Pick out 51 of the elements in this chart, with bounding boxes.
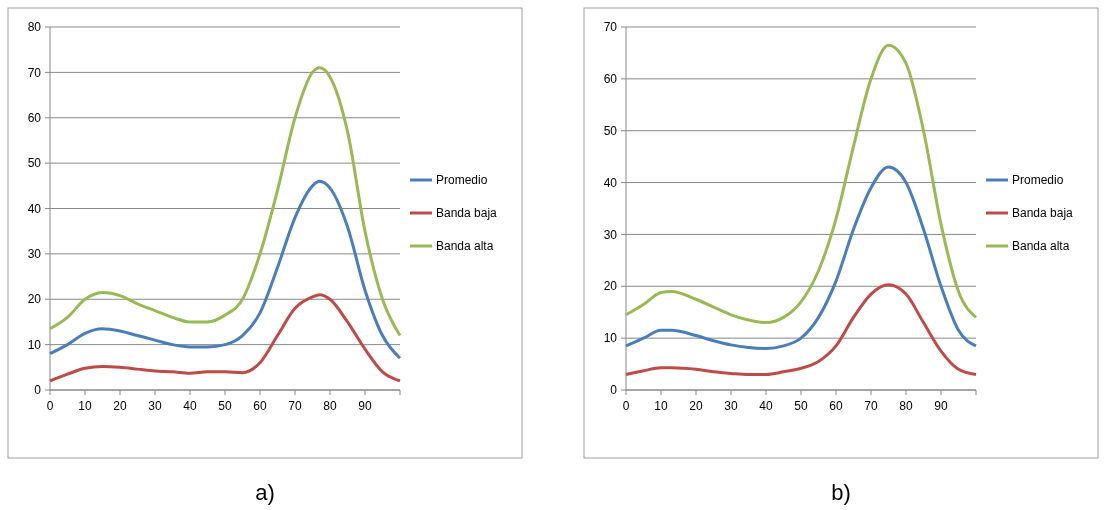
x-tick-label: 80: [899, 399, 913, 413]
x-tick-label: 70: [864, 399, 878, 413]
x-tick-label: 20: [689, 399, 703, 413]
x-tick-label: 80: [323, 399, 337, 413]
text: b): [831, 480, 851, 505]
y-tick-label: 20: [603, 279, 618, 294]
x-tick-label: 30: [148, 399, 162, 413]
y-tick-label: 70: [27, 65, 42, 80]
x-tick-label: 10: [78, 399, 92, 413]
y-tick-label: 70: [603, 20, 618, 35]
y-tick-label: 10: [603, 331, 618, 346]
y-tick-label: 60: [603, 72, 618, 87]
line-series: [624, 165, 978, 351]
x-tick-label: 40: [759, 399, 773, 413]
x-tick-label: 90: [358, 399, 372, 413]
line-series: [48, 293, 402, 383]
x-tick-label: 0: [622, 399, 630, 413]
legend-label: Promedio: [1012, 173, 1064, 188]
y-tick-label: 30: [27, 247, 42, 262]
y-tick-label: 10: [27, 337, 42, 352]
line-series: [48, 179, 402, 360]
x-tick-label: 70: [288, 399, 302, 413]
y-tick-label: 20: [27, 292, 42, 307]
y-tick-label: 0: [610, 383, 618, 398]
y-tick-label: 80: [27, 20, 42, 35]
y-tick-label: 60: [27, 110, 42, 125]
x-tick-label: 0: [46, 399, 54, 413]
legend-label: Banda baja: [1012, 206, 1074, 221]
y-tick-label: 0: [34, 383, 42, 398]
y-tick-label: 50: [27, 156, 42, 171]
x-tick-label: 10: [654, 399, 668, 413]
y-tick-label: 40: [27, 201, 42, 216]
legend-label: Promedio: [436, 173, 488, 188]
x-tick-label: 60: [829, 399, 843, 413]
legend-label: Banda alta: [436, 239, 494, 254]
x-tick-label: 60: [253, 399, 267, 413]
x-tick-label: 50: [218, 399, 232, 413]
text: a): [255, 480, 275, 505]
y-tick-label: 30: [603, 227, 618, 242]
x-tick-label: 30: [724, 399, 738, 413]
y-tick-label: 50: [603, 123, 618, 138]
line-series: [624, 43, 978, 325]
x-tick-label: 90: [934, 399, 948, 413]
legend-label: Banda baja: [436, 206, 498, 221]
legend-label: Banda alta: [1012, 239, 1070, 254]
x-tick-label: 20: [113, 399, 127, 413]
line-series: [624, 283, 978, 376]
y-tick-label: 40: [603, 175, 618, 190]
x-tick-label: 50: [794, 399, 808, 413]
line-series: [48, 66, 402, 338]
x-tick-label: 40: [183, 399, 197, 413]
